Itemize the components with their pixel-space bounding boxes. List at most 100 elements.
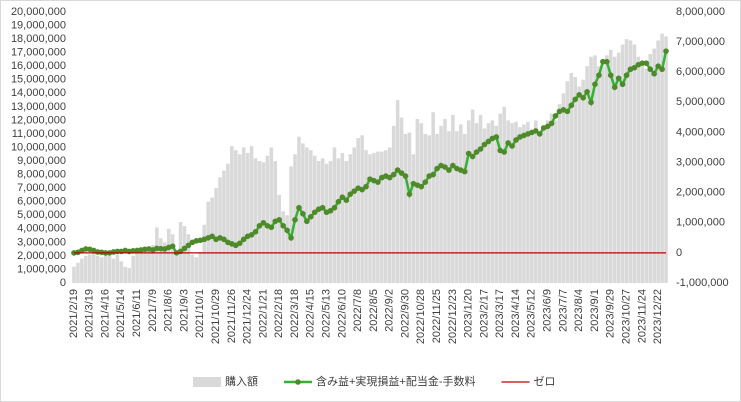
marker [284,227,290,234]
marker [548,120,555,127]
legend-label: 含み益+実現損益+配当金-手数料 [316,374,476,388]
bar [241,147,246,283]
x-tick-label: 2023/7/7 [557,289,569,332]
marker [398,170,405,176]
marker [643,60,650,66]
bar [593,55,597,283]
x-tick-label: 2023/9/29 [605,289,617,338]
bar [281,211,285,283]
marker [655,63,661,69]
bar [462,133,467,283]
bar [644,68,649,283]
bar [514,121,518,283]
marker [394,167,401,173]
bar [174,255,179,283]
y-tick-label: 1,000,000 [17,263,66,275]
x-tick-label: 2022/9/30 [399,289,411,338]
marker [513,137,519,143]
marker [663,48,669,54]
marker [473,149,480,155]
bar [289,166,293,283]
bar [245,152,250,283]
y2-tick-label: 7,000,000 [676,36,725,48]
x-tick-label: 2023/3/17 [494,289,506,338]
y-tick-label: 3,000,000 [17,236,66,248]
bar [127,268,132,283]
bar [545,120,550,284]
y-tick-label: 4,000,000 [17,223,66,235]
marker [280,222,286,229]
bar [616,52,621,284]
bar [577,86,581,284]
marker [185,242,192,249]
marker [446,167,452,173]
marker [481,141,488,148]
x-tick-label: 2022/7/8 [352,289,364,332]
legend-marker [295,379,301,385]
marker [256,222,263,229]
bar [312,155,317,283]
marker [181,245,188,252]
bar [419,123,424,283]
x-tick-label: 2022/1/21 [257,289,269,338]
bar [190,254,195,283]
y-tick-label: 5,000,000 [17,209,66,221]
bar [395,100,400,283]
bar [526,121,530,283]
bar [226,163,230,283]
marker [406,191,413,197]
bar [423,133,428,283]
marker [619,81,626,88]
bar [648,54,653,283]
y-tick-label: 17,000,000 [11,47,66,59]
bar [99,257,104,283]
y2-tick-label: 1,000,000 [676,217,725,229]
x-tick-label: 2022/10/28 [415,289,427,344]
marker [631,64,638,71]
marker [651,70,657,77]
y-tick-label: 13,000,000 [11,101,66,113]
marker [296,204,302,211]
marker [493,134,500,140]
bar [415,119,420,283]
marker [588,99,594,106]
marker [240,236,247,243]
y2-tick-label: 0 [676,247,682,259]
marker [418,183,425,190]
marker [390,171,397,178]
x-tick-label: 2021/11/26 [226,289,238,343]
marker [386,174,393,181]
bar [537,135,542,283]
bar [352,147,356,283]
marker [359,186,365,193]
bar [103,253,108,283]
marker [552,113,559,119]
bar [640,66,645,283]
y-tick-label: 2,000,000 [17,250,66,262]
y-tick-label: 16,000,000 [11,60,66,72]
bar [84,255,88,283]
bar [399,117,404,283]
bar [486,123,491,283]
bar [364,150,368,283]
y-tick-label: 10,000,000 [11,141,66,153]
bar [470,109,475,283]
bar [368,154,372,283]
bar [139,249,143,283]
bar [411,154,416,283]
bar [636,56,641,284]
bar [277,194,281,283]
marker [375,179,381,185]
marker [236,240,243,247]
legend: 購入額 含み益+実現損益+配当金-手数料 ゼロ [193,374,556,388]
bar [431,112,435,284]
bar [218,177,222,283]
bar [324,163,329,283]
bar [561,93,566,283]
marker [623,72,630,79]
bar [451,114,455,283]
bar [459,124,463,283]
x-tick-label: 2023/4/14 [510,289,522,338]
y-tick-label: 12,000,000 [11,114,66,126]
x-tick-label: 2022/2/18 [273,289,285,338]
